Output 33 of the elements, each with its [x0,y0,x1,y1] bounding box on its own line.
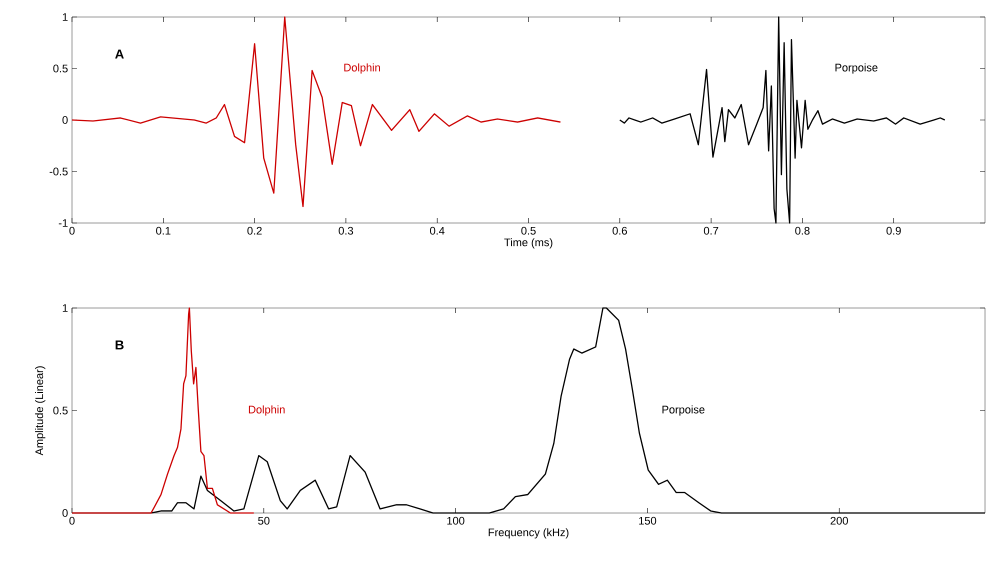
x-tick-label: 0.3 [338,226,354,235]
annotation: A [115,50,124,59]
text: Porpoise [662,405,704,416]
y-tick-label: 0.5 [53,64,68,72]
x-tick-label: 0 [69,226,75,235]
x-tick-label: 0.1 [156,226,170,235]
x-tick-label: 50 [258,516,270,525]
x-tick-label: 0.7 [704,226,718,235]
x-tick-label: 0.4 [430,226,445,235]
x-tick-label: 0.9 [886,226,901,235]
annotation: B [116,340,124,350]
x-tick-label: 0.2 [247,226,262,235]
y-tick-label: 0 [62,509,68,517]
y-axis-title: Amplitude (Linear) [35,366,46,456]
x-tick-label: 0.5 [521,226,536,235]
x-tick-label: 0.8 [795,226,810,235]
y-tick-label: 0.5 [53,406,68,414]
text: Dolphin [344,63,380,74]
x-tick-label: 0 [69,516,75,525]
x-axis-title: Frequency (kHz) [488,528,568,538]
line-series [71,16,562,208]
x-tick-label: 200 [830,516,848,525]
x-tick-label: 100 [447,516,464,525]
y-tick-label: -0.5 [50,168,68,176]
text: Porpoise [835,63,878,74]
y-tick-label: -1 [58,219,68,227]
text: Dolphin [248,405,285,416]
y-tick-label: 0 [62,116,68,124]
x-tick-label: 0.6 [612,226,627,235]
x-tick-label: 150 [639,516,656,525]
x-axis-title: Time (ms) [504,238,552,248]
y-tick-label: 1 [62,304,68,312]
y-tick-label: 1 [62,13,68,21]
